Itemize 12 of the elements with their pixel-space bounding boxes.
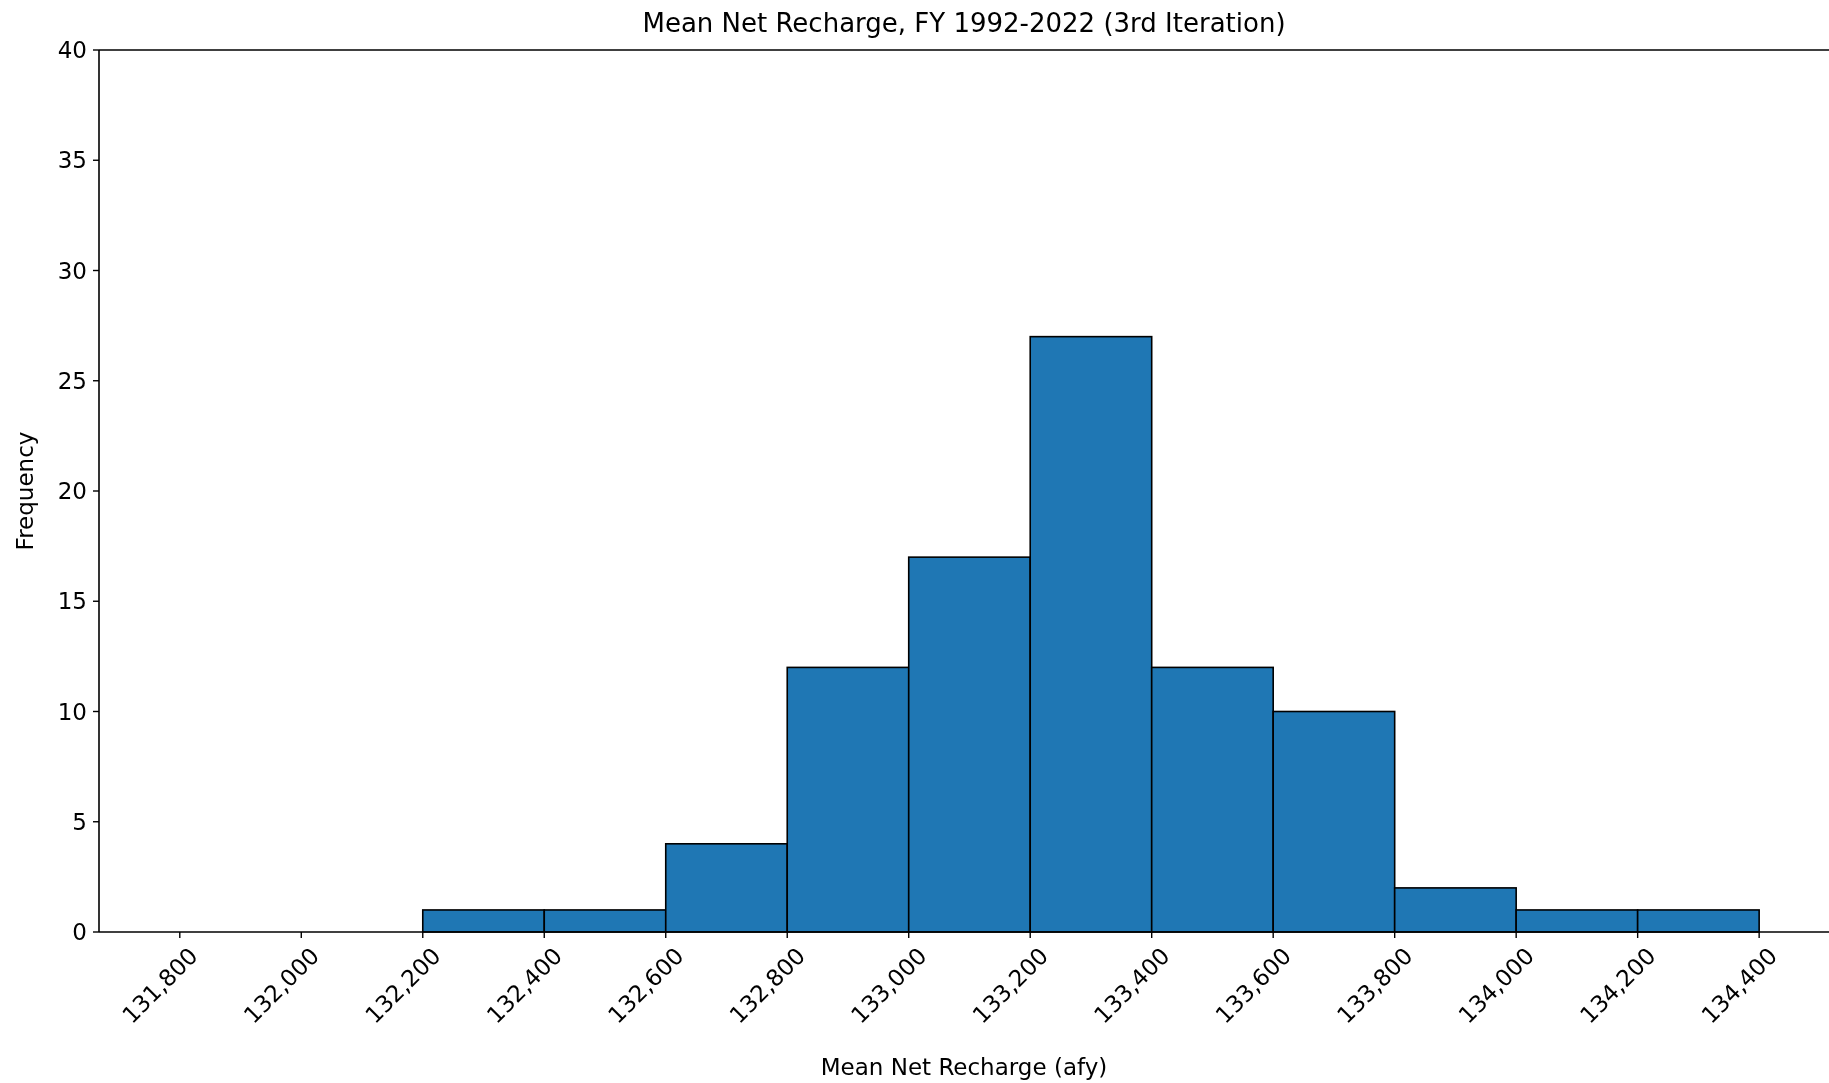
y-tick-label: 40 [57, 37, 87, 64]
y-tick-label: 35 [57, 147, 87, 174]
y-tick-label: 30 [57, 257, 87, 284]
y-axis-title: Frequency [12, 431, 38, 551]
y-tick-label: 25 [57, 367, 87, 394]
y-tick-label: 5 [72, 808, 87, 835]
x-axis-title: Mean Net Recharge (afy) [820, 1054, 1108, 1080]
chart-title: Mean Net Recharge, FY 1992-2022 (3rd Iteration) [642, 8, 1286, 38]
y-tick-label: 0 [72, 919, 87, 946]
y-tick-label: 20 [57, 478, 87, 505]
y-tick-label: 10 [57, 698, 87, 725]
y-tick-label: 15 [57, 588, 87, 615]
